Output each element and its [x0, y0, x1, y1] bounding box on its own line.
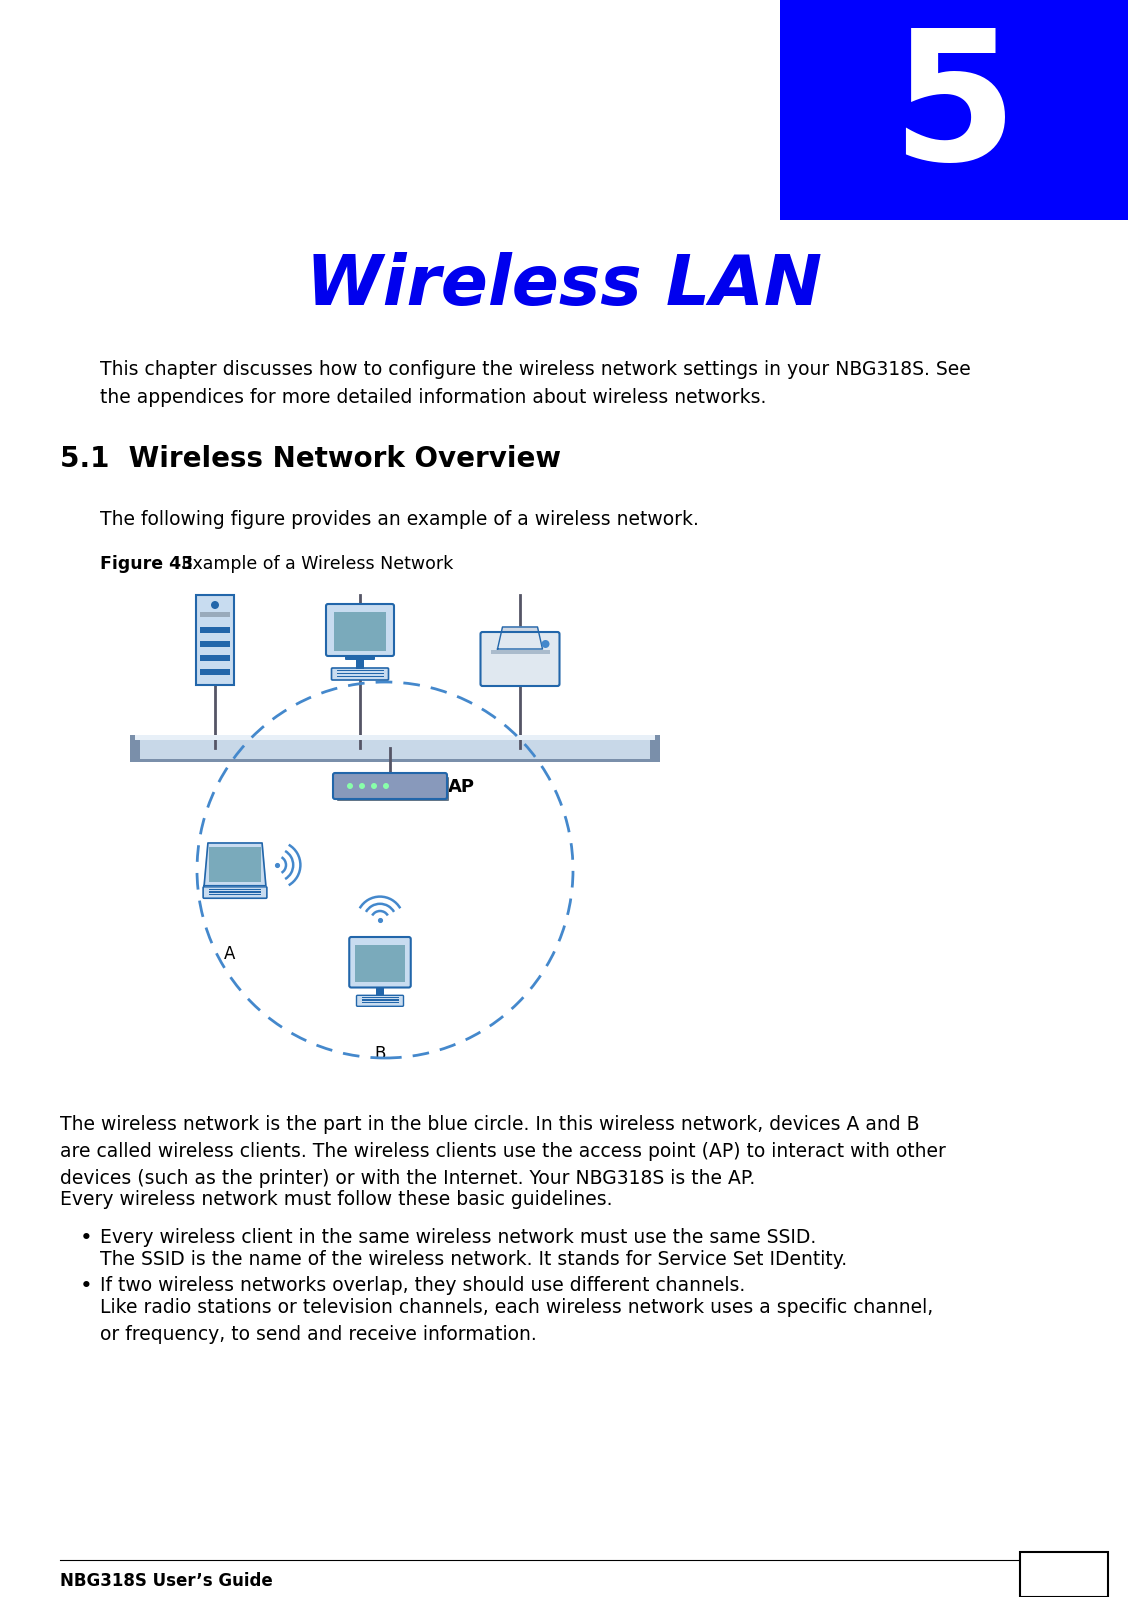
FancyBboxPatch shape [337, 778, 449, 802]
Bar [130, 735, 660, 762]
Bar [135, 735, 655, 739]
Circle shape [347, 783, 353, 789]
Circle shape [371, 783, 377, 789]
FancyBboxPatch shape [333, 773, 447, 798]
Text: If two wireless networks overlap, they should use different channels.: If two wireless networks overlap, they s… [100, 1276, 746, 1295]
Bar [491, 650, 549, 655]
Text: Example of a Wireless Network: Example of a Wireless Network [165, 556, 453, 573]
Bar [209, 846, 261, 882]
Bar [200, 669, 230, 676]
Circle shape [359, 783, 365, 789]
Polygon shape [204, 843, 266, 886]
Text: B: B [374, 1044, 386, 1064]
Text: The SSID is the name of the wireless network. It stands for Service Set IDentity: The SSID is the name of the wireless net… [100, 1250, 847, 1270]
Text: The wireless network is the part in the blue circle. In this wireless network, d: The wireless network is the part in the … [60, 1115, 946, 1188]
Bar [200, 655, 230, 661]
FancyBboxPatch shape [350, 937, 411, 987]
Text: AP: AP [448, 778, 475, 795]
Text: •: • [80, 1228, 92, 1247]
Text: 5: 5 [891, 22, 1016, 198]
Text: Every wireless network must follow these basic guidelines.: Every wireless network must follow these… [60, 1190, 613, 1209]
Bar [200, 612, 230, 616]
Bar [376, 985, 384, 997]
FancyBboxPatch shape [332, 668, 388, 680]
FancyBboxPatch shape [356, 995, 404, 1006]
Bar [334, 612, 386, 652]
FancyBboxPatch shape [481, 632, 559, 687]
Bar [356, 655, 364, 669]
Polygon shape [497, 628, 543, 648]
Text: This chapter discusses how to configure the wireless network settings in your NB: This chapter discusses how to configure … [100, 359, 971, 407]
FancyBboxPatch shape [345, 650, 374, 660]
Circle shape [211, 600, 219, 608]
Text: 73: 73 [1049, 1579, 1079, 1597]
Text: NBG318S User’s Guide: NBG318S User’s Guide [60, 1571, 273, 1591]
Circle shape [541, 640, 549, 648]
Text: Wireless LAN: Wireless LAN [306, 251, 822, 318]
Circle shape [384, 783, 389, 789]
Text: The following figure provides an example of a wireless network.: The following figure provides an example… [100, 509, 699, 529]
Text: •: • [80, 1276, 92, 1297]
Text: Figure 43: Figure 43 [100, 556, 193, 573]
Bar [1020, 1552, 1108, 1597]
Text: 5.1  Wireless Network Overview: 5.1 Wireless Network Overview [60, 446, 561, 473]
Text: Like radio stations or television channels, each wireless network uses a specifi: Like radio stations or television channe… [100, 1298, 933, 1345]
Bar [140, 738, 650, 759]
Bar [355, 945, 405, 982]
Bar [200, 628, 230, 632]
Ellipse shape [368, 979, 393, 987]
FancyBboxPatch shape [326, 604, 394, 656]
Bar [779, 0, 1128, 220]
FancyBboxPatch shape [203, 886, 267, 898]
Text: A: A [224, 945, 236, 963]
Bar [196, 596, 233, 685]
Bar [200, 640, 230, 647]
Text: Every wireless client in the same wireless network must use the same SSID.: Every wireless client in the same wirele… [100, 1228, 817, 1247]
